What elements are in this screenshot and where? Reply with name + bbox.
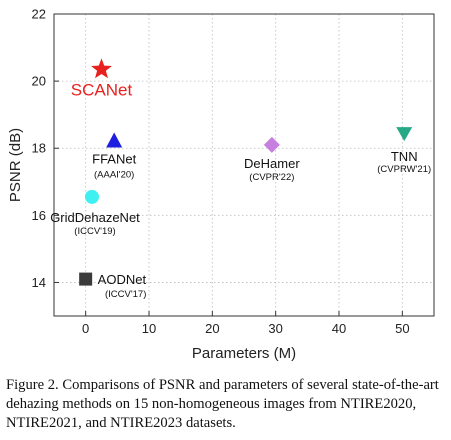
aodnet-marker bbox=[79, 272, 93, 286]
dehamer-marker bbox=[263, 136, 280, 153]
x-tick-label: 0 bbox=[82, 321, 89, 336]
dehamer-label: DeHamer bbox=[244, 156, 300, 171]
scatter-point: DeHamer(CVPR'22) bbox=[244, 136, 300, 183]
x-tick-label: 20 bbox=[205, 321, 219, 336]
figure-caption: Figure 2. Comparisons of PSNR and parame… bbox=[6, 377, 439, 431]
scanet-marker bbox=[91, 58, 112, 79]
aodnet-label: AODNet bbox=[98, 272, 147, 287]
x-axis-title: Parameters (M) bbox=[192, 345, 296, 362]
tnn-venue-label: (CVPRW'21) bbox=[377, 164, 431, 175]
griddehazenet-label: GridDehazeNet bbox=[50, 210, 140, 225]
scatter-point: FFANet (AAAI'20) bbox=[92, 132, 137, 181]
scanet-label: SCANet bbox=[71, 80, 133, 99]
y-tick-label: 18 bbox=[32, 141, 46, 156]
plot-frame bbox=[53, 13, 435, 317]
y-tick-label: 16 bbox=[32, 208, 46, 223]
griddehazenet-venue-label: (ICCV'19) bbox=[74, 226, 115, 237]
tnn-marker bbox=[396, 127, 413, 142]
aodnet-venue-label: (ICCV'17) bbox=[105, 289, 146, 300]
y-tick-label: 22 bbox=[32, 7, 46, 22]
y-tick-label: 14 bbox=[32, 275, 46, 290]
scatter-point: SCANet bbox=[71, 58, 133, 99]
x-tick-label: 50 bbox=[395, 321, 409, 336]
point-layer: SCANet FFANet (AAAI'20) DeHamer(CVPR'22) TNN… bbox=[50, 58, 431, 300]
griddehazenet-marker bbox=[85, 189, 99, 204]
scatter-point: AODNet (ICCV'17) bbox=[79, 272, 146, 300]
scatter-chart: 0 10 20 30 40 50 14 16 18 20 22 SCANet FFANet (AAAI'… bbox=[7, 7, 435, 362]
tnn-label: TNN bbox=[391, 149, 418, 164]
x-tick-label: 30 bbox=[268, 321, 282, 336]
ffanet-venue-label: (AAAI'20) bbox=[94, 170, 134, 181]
scatter-point: GridDehazeNet(ICCV'19) bbox=[50, 189, 140, 237]
y-axis-title: PSNR (dB) bbox=[7, 128, 24, 202]
x-tick-label: 40 bbox=[332, 321, 346, 336]
ffanet-marker bbox=[106, 132, 123, 148]
x-tick-label: 10 bbox=[142, 321, 156, 336]
y-tick-label: 20 bbox=[32, 74, 46, 89]
scatter-point: TNN(CVPRW'21) bbox=[377, 127, 431, 175]
tick-layer: 0 10 20 30 40 50 14 16 18 20 22 bbox=[32, 7, 410, 337]
ffanet-label: FFANet bbox=[92, 152, 136, 167]
dehamer-venue-label: (CVPR'22) bbox=[249, 172, 294, 183]
